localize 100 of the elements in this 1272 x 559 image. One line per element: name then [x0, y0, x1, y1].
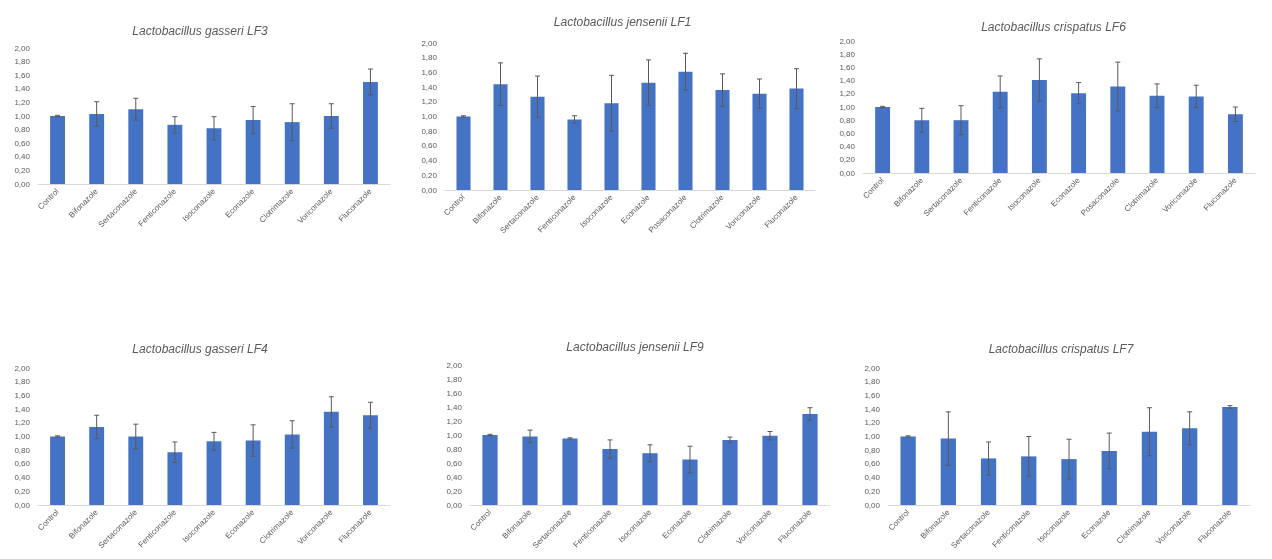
bar [1182, 428, 1198, 505]
bar [1031, 79, 1047, 173]
bar [50, 116, 65, 184]
y-tick-label: 0,20 [864, 486, 881, 496]
bar [602, 449, 618, 505]
bar [1141, 431, 1158, 505]
y-tick-label: 1,60 [446, 388, 463, 398]
y-tick-label: 0,80 [421, 126, 438, 136]
bar [323, 411, 339, 505]
y-tick-label: 1,00 [864, 432, 881, 441]
y-tick-label: 0,60 [864, 459, 881, 469]
y-tick-label: 0,80 [864, 445, 881, 455]
y-tick-label: 1,80 [446, 374, 463, 384]
y-tick-label: 2,00 [14, 43, 31, 53]
bar [567, 119, 582, 190]
bar [992, 91, 1008, 173]
bar [1227, 114, 1243, 173]
bar [284, 122, 300, 184]
y-tick-label: 1,00 [421, 112, 438, 121]
bar [604, 103, 619, 190]
bar [1149, 95, 1165, 173]
y-tick-label: 1,20 [864, 418, 881, 428]
y-tick-label: 1,00 [839, 102, 856, 112]
y-tick-label: 2,00 [446, 360, 463, 370]
y-tick-label: 1,00 [446, 430, 463, 440]
y-tick-label: 1,80 [864, 377, 881, 387]
chart-title: Lactobacillus jensenii LF9 [566, 340, 705, 354]
bar [323, 116, 339, 184]
y-tick-label: 0,20 [14, 165, 31, 175]
bar [206, 128, 222, 184]
bar [89, 426, 105, 505]
y-tick-label: 0,00 [421, 185, 438, 195]
bar [363, 415, 378, 505]
bar [641, 82, 656, 190]
y-tick-label: 1,00 [14, 111, 31, 121]
bar [363, 82, 378, 184]
y-tick-label: 0,00 [864, 500, 881, 510]
bar [1021, 456, 1037, 505]
bar [562, 438, 578, 505]
bar [953, 120, 969, 173]
y-tick-label: 1,80 [421, 53, 438, 63]
y-tick-label: 0,60 [446, 458, 463, 468]
y-tick-label: 1,20 [446, 416, 463, 426]
y-tick-label: 0,40 [446, 472, 463, 482]
bar [1222, 407, 1238, 505]
bar [762, 435, 778, 505]
y-tick-label: 1,60 [14, 390, 31, 400]
bar [642, 453, 658, 505]
bar [167, 124, 183, 184]
bar [1188, 96, 1204, 173]
y-tick-label: 0,80 [14, 445, 31, 455]
y-tick-label: 1,00 [14, 432, 31, 441]
bar [752, 93, 767, 190]
y-tick-label: 0,80 [14, 125, 31, 135]
bar [1061, 459, 1077, 505]
chart-title: Lactobacillus gasseri LF3 [132, 24, 269, 38]
y-tick-label: 1,20 [839, 89, 856, 99]
y-tick-label: 0,80 [446, 444, 463, 454]
chart-title: Lactobacillus crispatus LF7 [988, 342, 1135, 356]
bar [914, 120, 930, 173]
y-tick-label: 2,00 [864, 363, 881, 373]
y-tick-label: 0,60 [14, 459, 31, 469]
y-tick-label: 1,40 [446, 402, 463, 412]
y-tick-label: 0,40 [14, 152, 31, 162]
y-tick-label: 1,40 [864, 404, 881, 414]
bar [482, 435, 498, 505]
y-tick-label: 0,40 [839, 142, 856, 152]
bar [1071, 93, 1087, 173]
bar [89, 113, 105, 184]
y-tick-label: 1,40 [14, 404, 31, 414]
y-tick-label: 1,60 [421, 67, 438, 77]
y-tick-label: 2,00 [839, 36, 856, 46]
bar [456, 116, 471, 190]
bar [900, 436, 916, 505]
y-tick-label: 0,40 [14, 473, 31, 483]
chart-title: Lactobacillus gasseri LF4 [132, 342, 269, 356]
y-tick-label: 2,00 [421, 38, 438, 48]
bar [493, 84, 508, 190]
y-tick-label: 0,20 [446, 486, 463, 496]
bar [678, 71, 693, 190]
bar [682, 459, 698, 505]
y-tick-label: 1,60 [864, 390, 881, 400]
bar [940, 438, 956, 505]
y-tick-label: 1,40 [421, 82, 438, 92]
y-tick-label: 1,80 [14, 377, 31, 387]
bar [284, 434, 300, 505]
bar [522, 436, 538, 505]
bar [789, 88, 804, 190]
y-tick-label: 0,80 [839, 115, 856, 125]
bar [980, 458, 997, 505]
bar [206, 441, 222, 505]
bar [245, 440, 261, 505]
bar [167, 452, 183, 505]
y-tick-label: 0,40 [864, 473, 881, 483]
chart-title: Lactobacillus crispatus LF6 [981, 20, 1127, 34]
y-tick-label: 1,60 [839, 62, 856, 72]
y-tick-label: 1,80 [839, 49, 856, 59]
y-tick-label: 0,00 [839, 168, 856, 178]
y-tick-label: 1,20 [421, 97, 438, 107]
bar [245, 120, 261, 184]
